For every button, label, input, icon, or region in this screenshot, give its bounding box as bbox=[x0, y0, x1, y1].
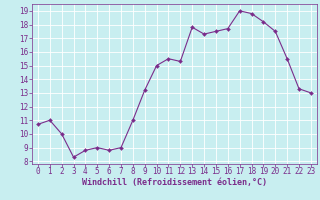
X-axis label: Windchill (Refroidissement éolien,°C): Windchill (Refroidissement éolien,°C) bbox=[82, 178, 267, 187]
